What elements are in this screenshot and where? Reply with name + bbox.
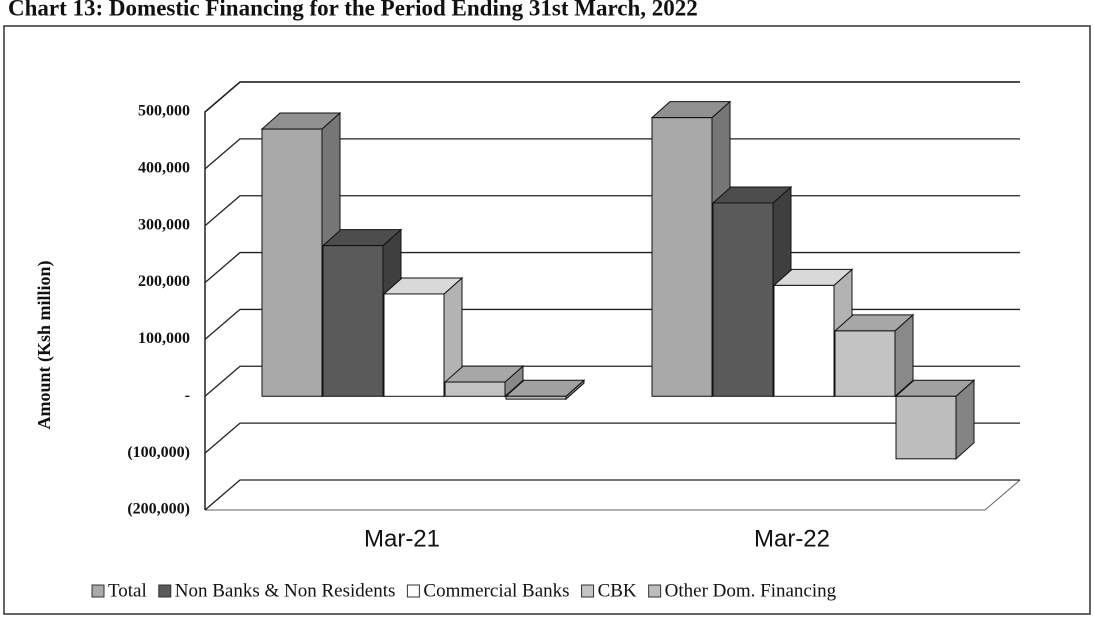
- bar: [712, 202, 774, 397]
- bar-3d: [443, 364, 525, 398]
- legend-label: Commercial Banks: [423, 580, 569, 601]
- x-tick-label: Mar-21: [364, 525, 440, 552]
- bar: [444, 381, 506, 397]
- y-tick-label: 400,000: [138, 160, 190, 177]
- bar: [261, 128, 323, 397]
- grid-line: [204, 81, 1020, 113]
- y-tick-label: 300,000: [138, 216, 190, 233]
- chart-title: Chart 13: Domestic Financing for the Per…: [8, 0, 698, 20]
- y-tick-label: 200,000: [138, 273, 190, 290]
- y-tick-label: (200,000): [127, 501, 190, 518]
- y-tick-label: 500,000: [138, 103, 190, 120]
- legend-label: Non Banks & Non Residents: [175, 580, 396, 601]
- legend-label: Total: [108, 580, 147, 601]
- bar-3d: [650, 100, 732, 398]
- bar-3d: [833, 313, 915, 398]
- legend-swatch: [158, 584, 172, 598]
- bar: [773, 284, 835, 397]
- bar: [322, 245, 384, 397]
- bar-3d: [894, 379, 976, 460]
- legend-label: Other Dom. Financing: [665, 580, 837, 601]
- bar-3d: [504, 379, 586, 401]
- floor: [205, 479, 1021, 511]
- x-tick-label: Mar-22: [754, 525, 830, 552]
- legend-label: CBK: [598, 580, 637, 601]
- grid-line: [204, 479, 1020, 511]
- y-tick-label: -: [185, 387, 190, 404]
- bar: [834, 330, 896, 397]
- legend-swatch: [648, 584, 662, 598]
- bar: [383, 293, 445, 397]
- bar: [895, 395, 957, 460]
- y-tick-label: (100,000): [127, 444, 190, 461]
- legend-swatch: [406, 584, 420, 598]
- bar: [505, 395, 567, 400]
- grid-line: [204, 422, 1020, 454]
- grid-line: [204, 138, 1020, 170]
- legend-swatch: [91, 584, 105, 598]
- bar-3d: [382, 276, 464, 398]
- y-tick-label: 100,000: [138, 330, 190, 347]
- legend-swatch: [581, 584, 595, 598]
- chart-border: [3, 25, 1091, 615]
- y-axis-label: Amount (Ksh million): [34, 260, 55, 429]
- bar: [651, 117, 713, 397]
